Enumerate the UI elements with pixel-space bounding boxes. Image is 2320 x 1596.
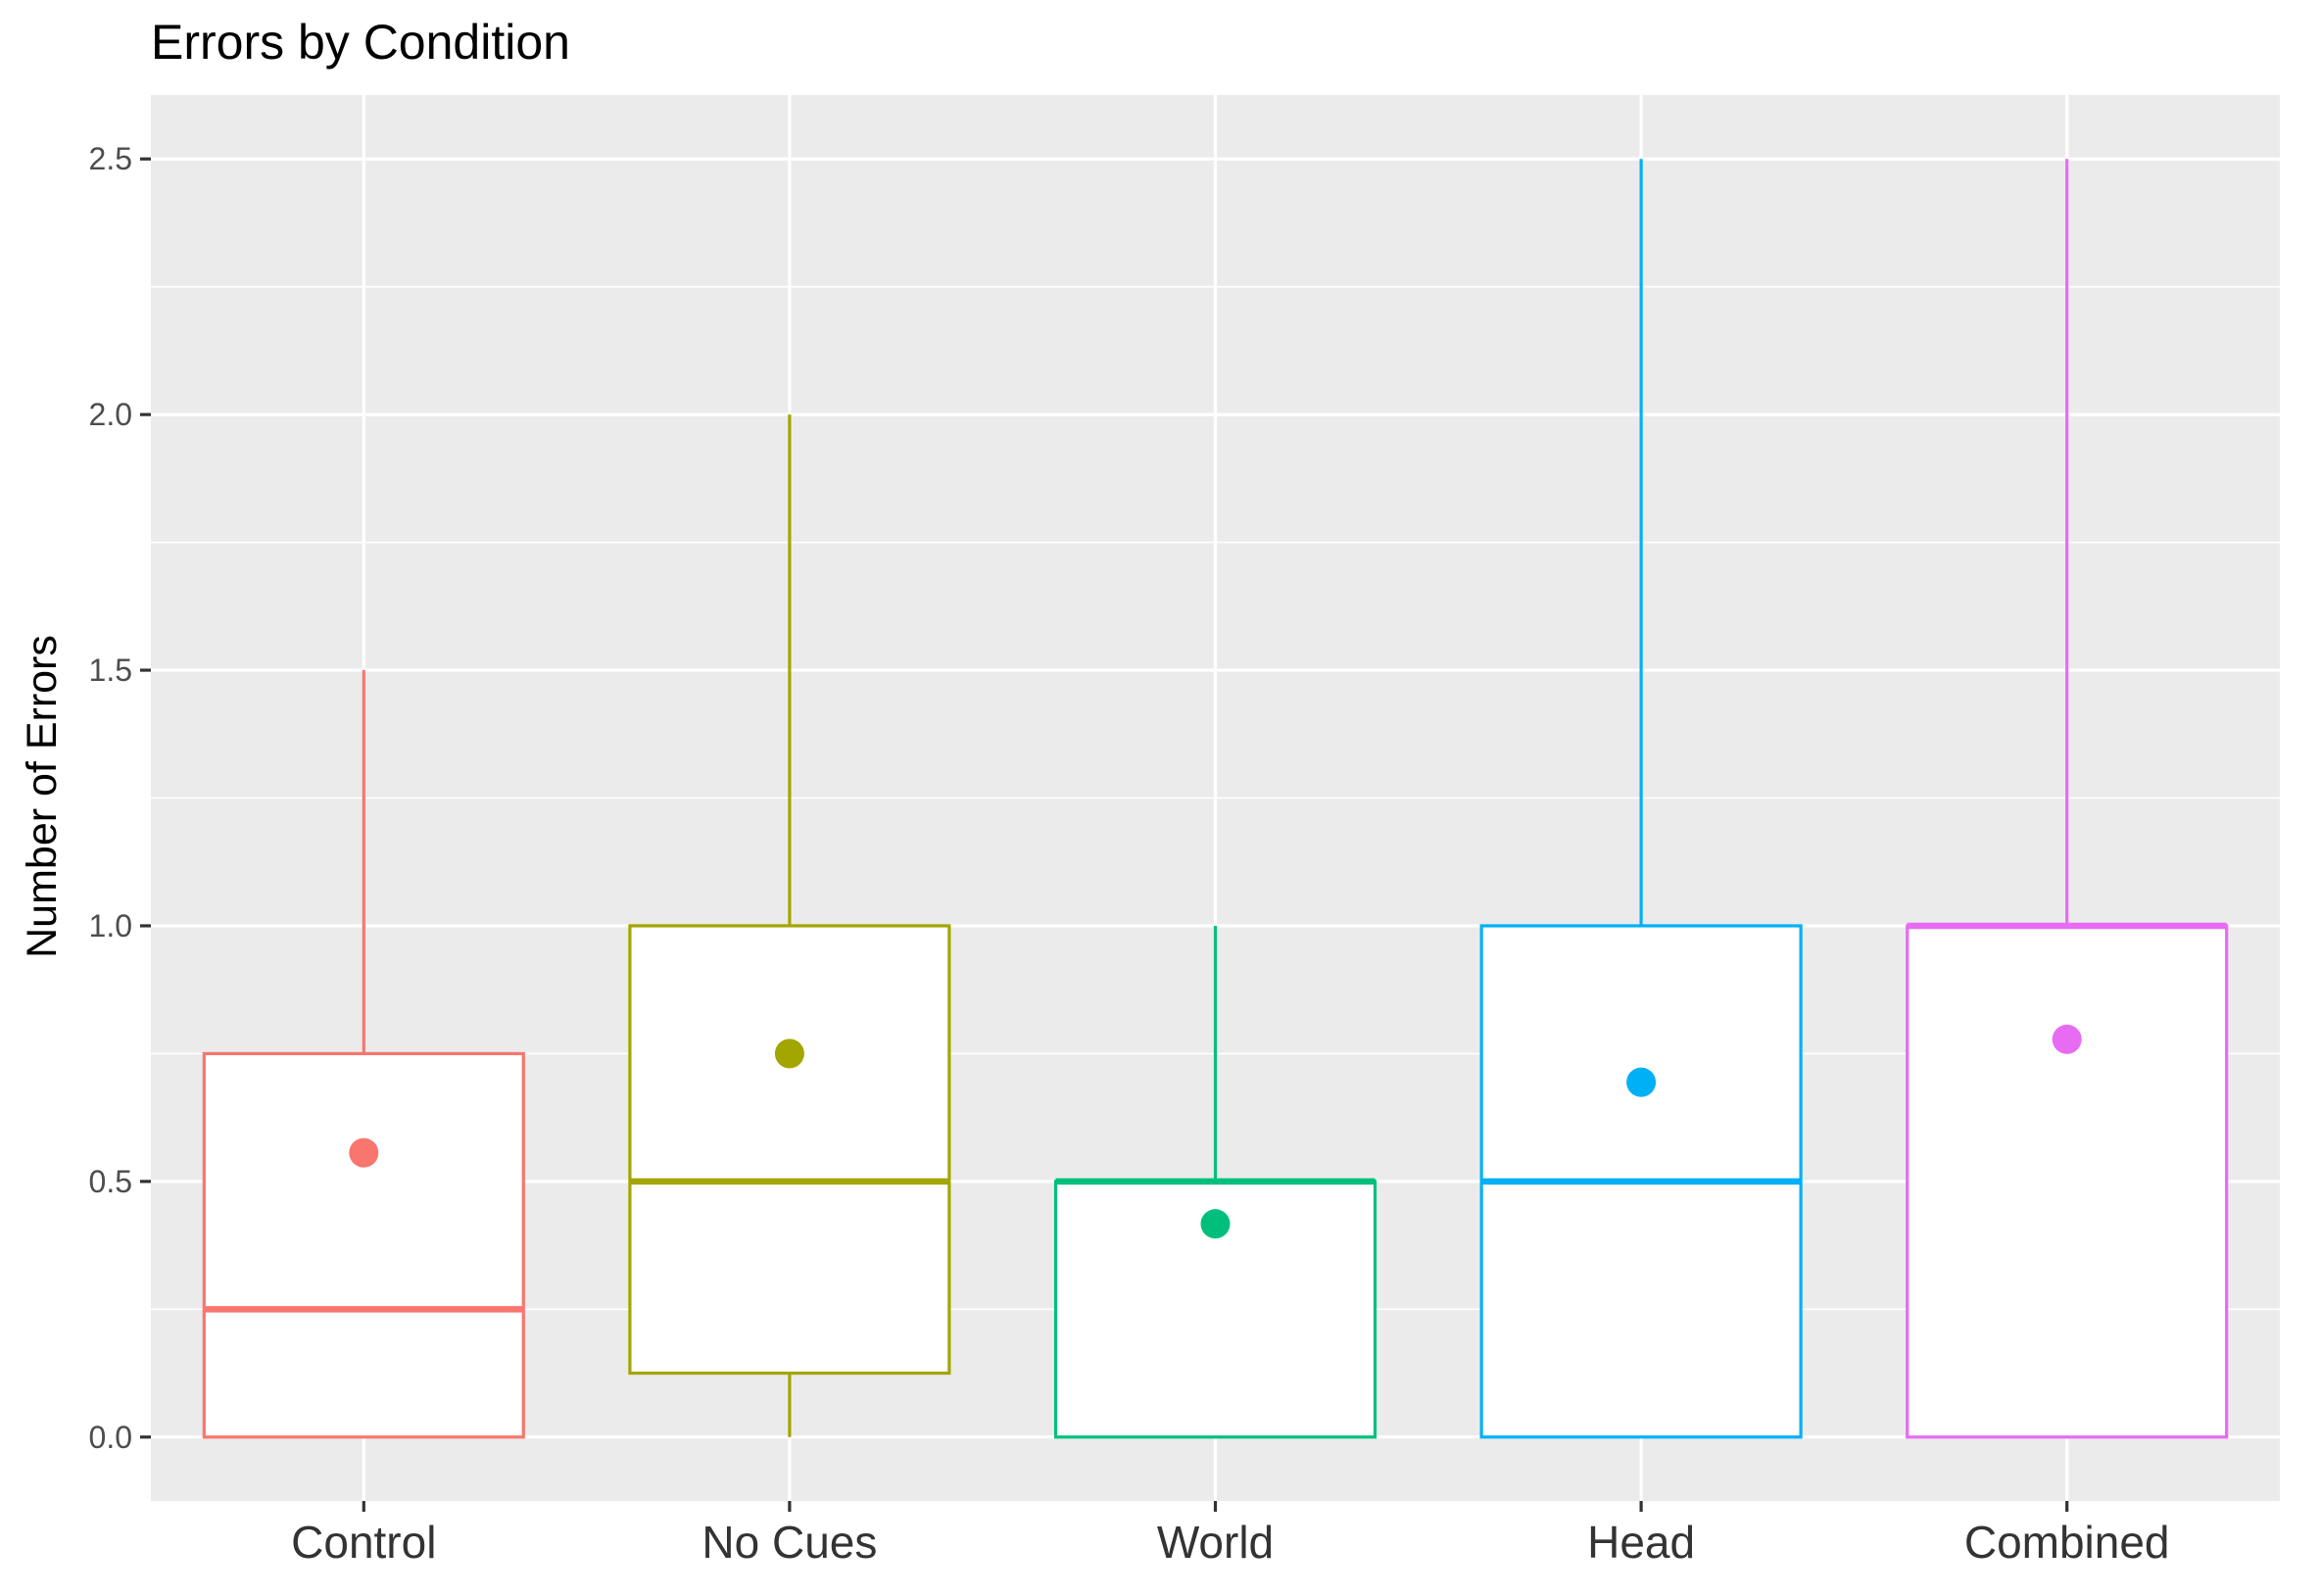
x-tick-label: Head xyxy=(1587,1517,1695,1568)
x-axis: Control No Cues World Head Combined xyxy=(291,1501,2170,1568)
mean-point xyxy=(774,1039,804,1069)
y-axis: 0.0 0.5 1.0 1.5 2.0 2.5 xyxy=(89,141,151,1455)
plot-panel xyxy=(151,95,2280,1501)
x-tick-label: No Cues xyxy=(701,1517,877,1568)
box-rect xyxy=(202,1051,525,1439)
box-rect xyxy=(1906,924,2229,1439)
y-tick-label: 0.5 xyxy=(89,1164,132,1199)
box-rect xyxy=(628,924,951,1376)
mean-point xyxy=(1200,1209,1231,1239)
box-control xyxy=(202,670,525,1439)
y-axis-label: Number of Errors xyxy=(19,635,66,958)
x-tick-label: Combined xyxy=(1964,1517,2170,1568)
mean-point xyxy=(349,1137,379,1168)
chart-title: Errors by Condition xyxy=(151,15,570,70)
box-no-cues xyxy=(628,414,951,1437)
box-world xyxy=(1053,925,1378,1439)
y-tick-label: 1.5 xyxy=(89,653,132,688)
x-tick-label: Control xyxy=(291,1517,436,1568)
box-combined xyxy=(1906,159,2229,1439)
mean-point xyxy=(1626,1067,1657,1097)
y-tick-label: 2.5 xyxy=(89,141,132,176)
box-head xyxy=(1479,159,1803,1439)
mean-point xyxy=(2052,1024,2082,1054)
y-tick-label: 1.0 xyxy=(89,908,132,943)
y-tick-label: 2.0 xyxy=(89,397,132,432)
y-tick-label: 0.0 xyxy=(89,1420,132,1455)
x-tick-label: World xyxy=(1157,1517,1274,1568)
